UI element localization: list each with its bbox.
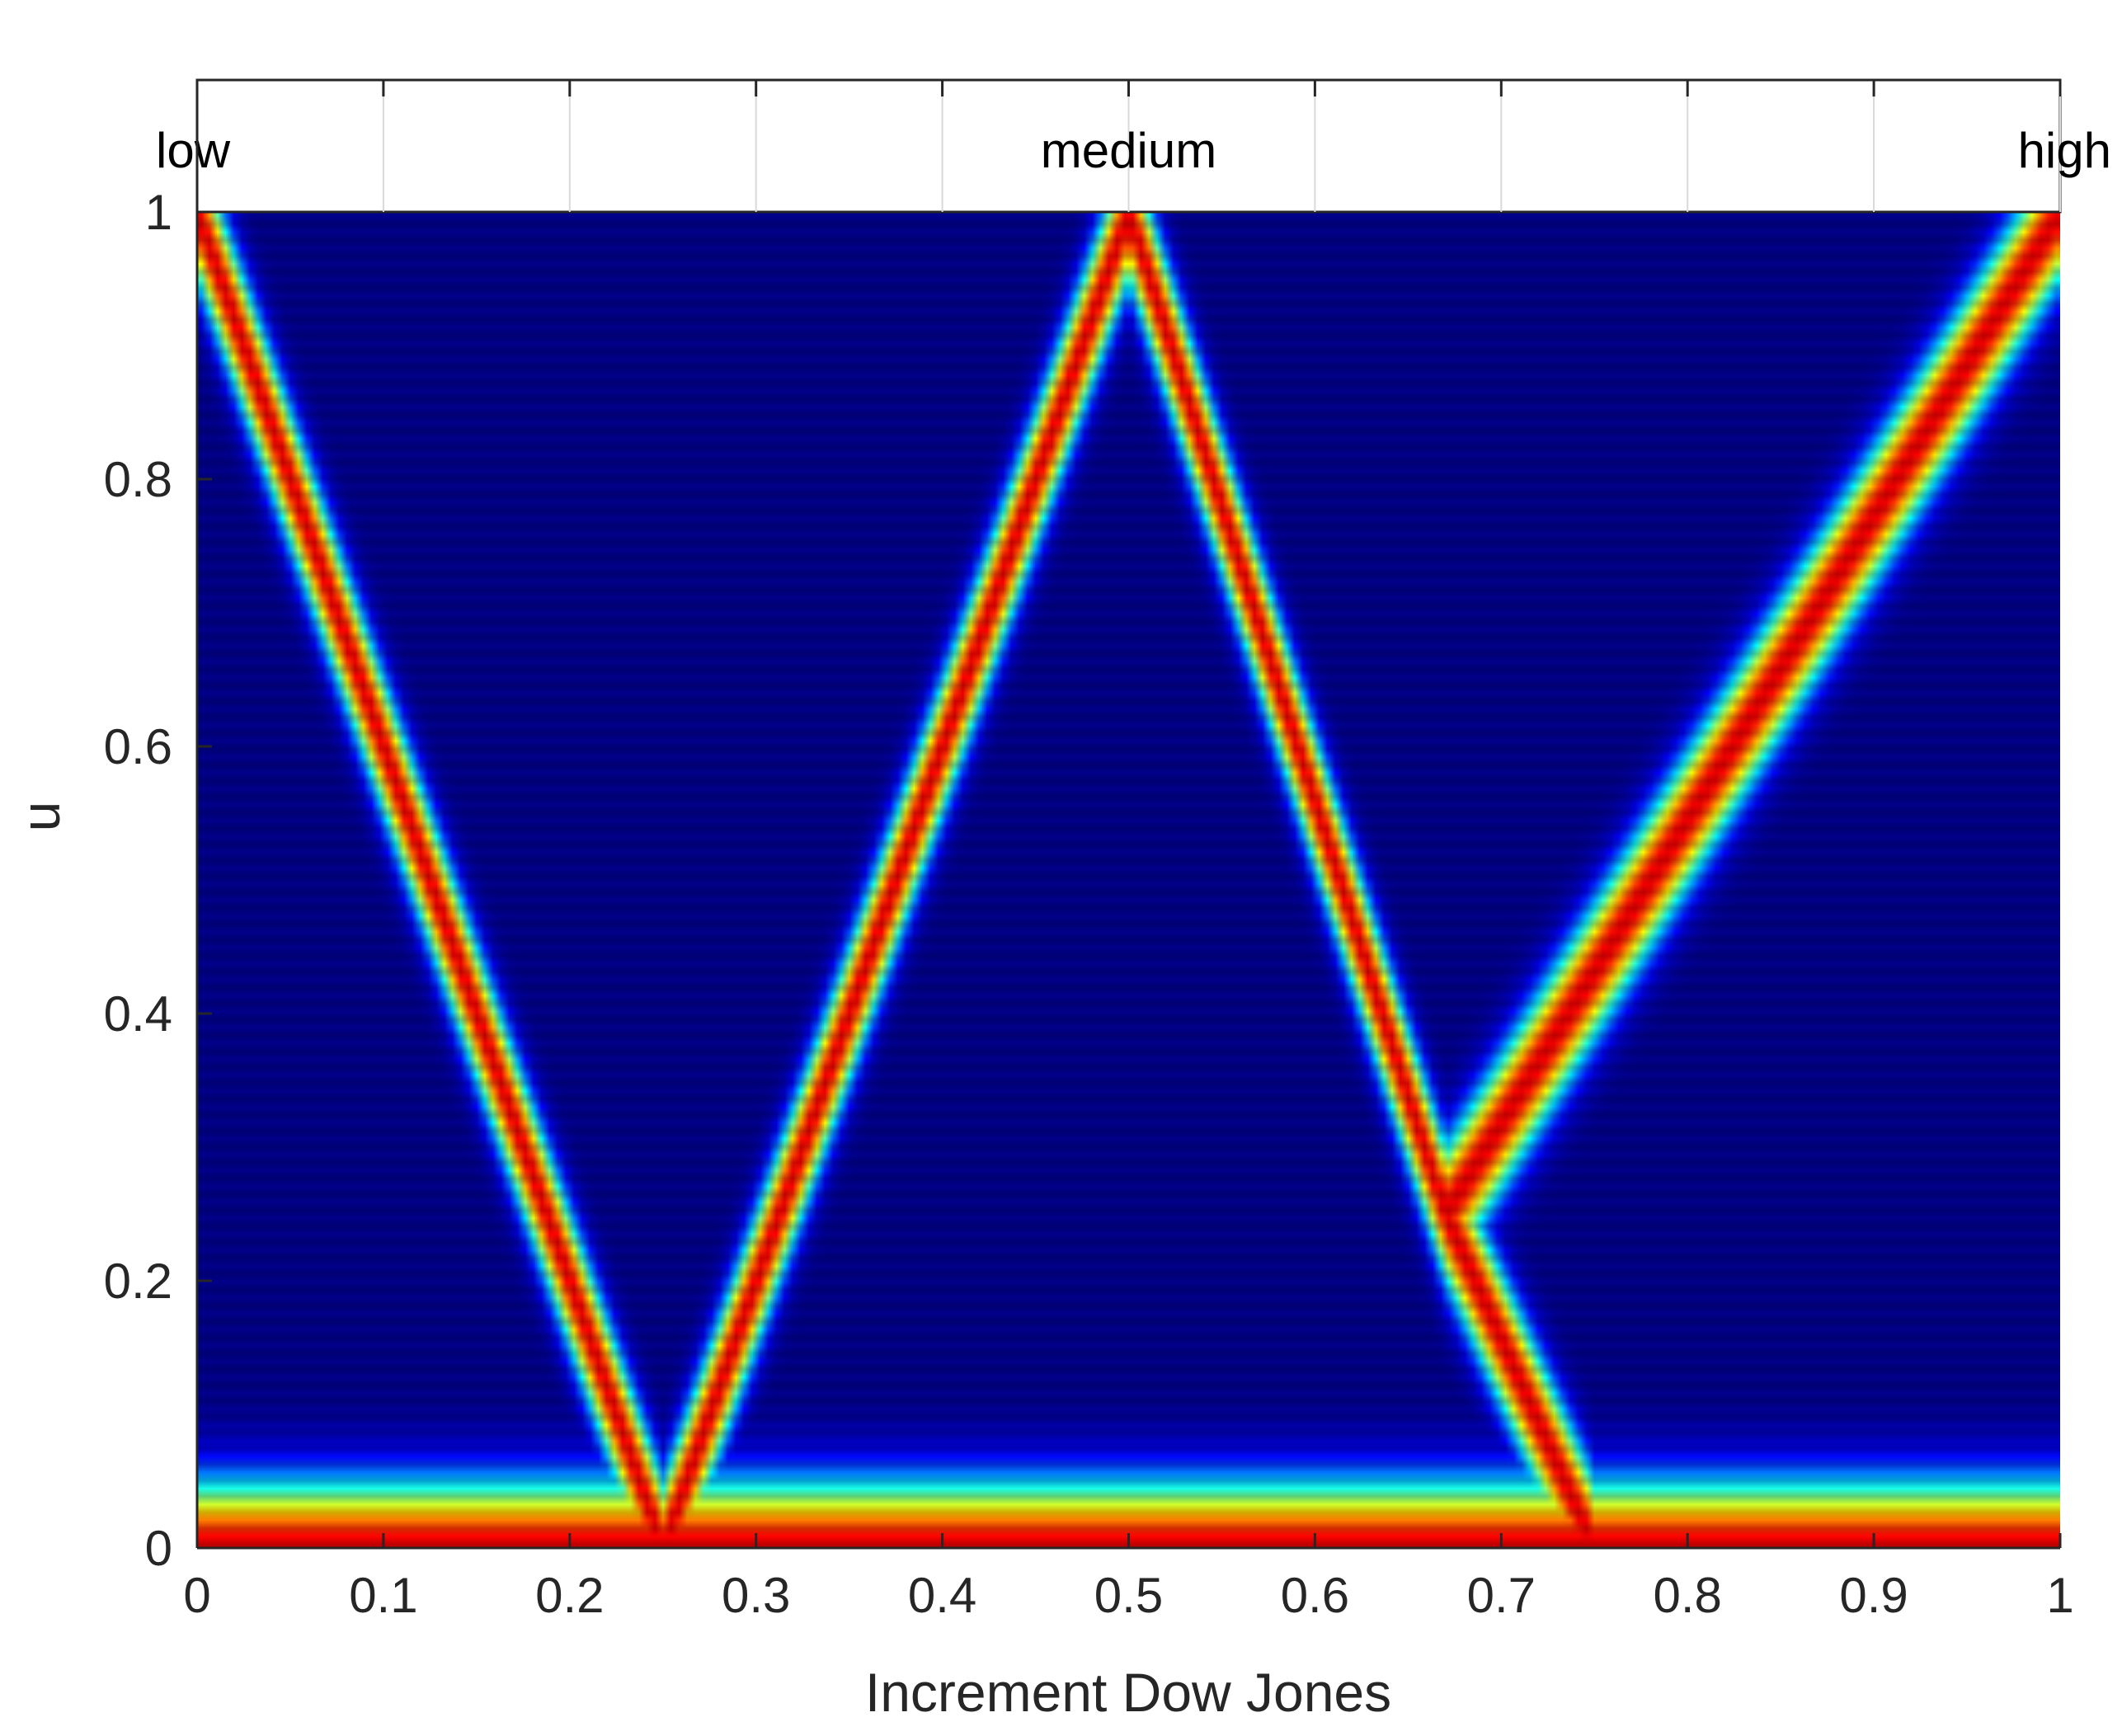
x-tick-label: 0.8 [1653, 1568, 1721, 1623]
y-tick-label: 1 [145, 185, 172, 240]
membership-label: low [156, 123, 231, 178]
y-tick-label: 0.8 [104, 452, 172, 507]
y-tick-label: 0.4 [104, 986, 172, 1042]
x-tick-label: 1 [2046, 1568, 2073, 1623]
y-axis-ticks: 0 0.2 0.4 0.6 0.8 1 [104, 185, 212, 1576]
x-tick-label: 0.6 [1281, 1568, 1349, 1623]
y-axis-title: u [10, 802, 71, 832]
x-tick-label: 0.3 [722, 1568, 790, 1623]
x-tick-label: 0.1 [349, 1568, 417, 1623]
heatmap-plot-area [197, 212, 2060, 1548]
y-tick-label: 0.2 [104, 1254, 172, 1309]
x-axis-title: Increment Dow Jones [865, 1662, 1391, 1723]
membership-label-strip: low medium high [156, 78, 2111, 214]
x-tick-label: 0 [183, 1568, 210, 1623]
x-tick-label: 0.2 [535, 1568, 604, 1623]
x-tick-label: 0.5 [1094, 1568, 1163, 1623]
x-axis-ticks: 0 0.1 0.2 0.3 0.4 0.5 0.6 0.7 0.8 0.9 1 [183, 1533, 2074, 1623]
membership-label: high [2018, 123, 2111, 178]
x-tick-label: 0.4 [908, 1568, 976, 1623]
membership-label: medium [1041, 123, 1216, 178]
x-tick-label: 0.7 [1467, 1568, 1536, 1623]
axes-frame [195, 80, 2060, 1550]
y-tick-label: 0 [145, 1521, 172, 1576]
x-tick-label: 0.9 [1839, 1568, 1908, 1623]
y-tick-label: 0.6 [104, 719, 172, 774]
